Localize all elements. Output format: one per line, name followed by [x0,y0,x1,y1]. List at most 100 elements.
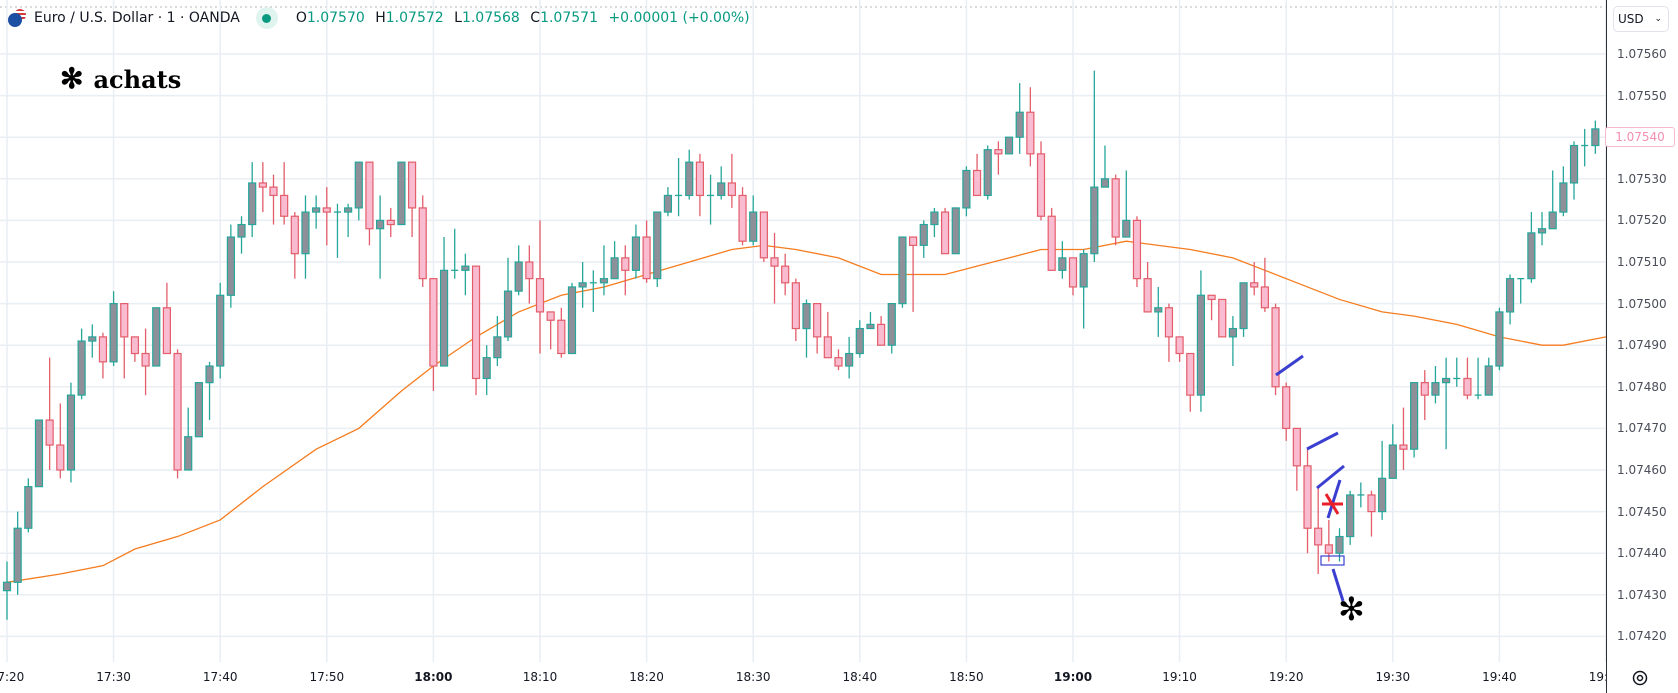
candle-body [940,211,950,255]
candle-body [1175,336,1184,355]
currency-label: USD [1618,12,1644,26]
drawing-rectangle[interactable] [1320,555,1345,566]
candle-down [994,141,1003,175]
candle-down [418,195,427,287]
price-tick-label: 1.07550 [1617,88,1667,103]
candle-body [610,257,619,280]
candle-up [1495,307,1504,371]
price-tick-label: 1.07450 [1617,504,1667,519]
candle-down [621,245,630,296]
time-axis[interactable]: 17:20 17:30 17:40 17:50 18:00 18:10 18:20 18:30… [0,662,1606,693]
price-tick-label: 1.07520 [1617,213,1667,228]
candle-up [1559,166,1568,217]
candle-up [749,195,758,246]
drawing-line[interactable] [1331,568,1345,602]
candle-body [386,219,395,226]
candle-body [823,336,832,359]
candle-up [226,224,235,308]
candle-body [418,207,427,280]
candle-down [322,187,331,246]
candle-body [1441,377,1451,384]
candle-down [1047,207,1056,271]
candle-body [194,382,203,438]
price-axis[interactable]: USD ⌄ 1.07560 1.07550 1.07530 1.07520 1.07510… [1605,0,1678,693]
price-tick-label: 1.07560 [1617,47,1667,61]
candle-body [631,236,641,271]
candle-up [2,561,12,620]
candle-body [24,486,33,529]
open-label: O [295,10,307,26]
candle-body [834,357,843,367]
candle-down [1068,257,1078,296]
drawing-line[interactable] [1275,354,1304,377]
candle-down [1218,298,1227,338]
candle-body [376,219,385,230]
candle-body [1004,136,1014,155]
user-drawings[interactable] [1275,354,1345,602]
candle-up [631,224,641,279]
candle-up [578,262,587,308]
candle-down [1367,490,1376,537]
settings-gear-icon[interactable] [1630,668,1650,688]
drawing-line[interactable] [1306,431,1339,451]
asterisk-icon: ✻ [60,62,84,95]
candle-down [1260,257,1269,312]
candle-up [354,161,363,221]
candle-body [429,278,438,367]
candle-body [1591,128,1600,147]
symbol-title[interactable]: Euro / U.S. Dollar · 1 · OANDA [34,10,240,26]
achats-annotation[interactable]: ✻ achats [60,62,181,95]
candle-up [1015,83,1024,154]
candle-down [877,316,886,346]
candle-up [439,237,449,367]
candle-down [1026,87,1035,167]
currency-selector[interactable]: USD ⌄ [1613,6,1669,32]
drawing-line[interactable] [1316,464,1345,490]
candle-body [727,182,736,197]
candle-up [194,382,203,438]
candle-up [675,158,683,217]
low-value: 1.07568 [461,10,520,26]
market-status-icon[interactable] [255,7,278,29]
candle-up [237,216,246,254]
candle-down [525,245,534,304]
candle-up [845,336,854,379]
candle-body [1196,294,1206,396]
candle-down [1303,449,1312,554]
candle-up [205,361,214,421]
candle-body [1495,311,1504,367]
candle-body [1378,477,1387,513]
change-value: +0.00001 (+0.00%) [608,10,750,26]
asterisk-annotation[interactable]: ✻ [1338,590,1365,628]
candle-down [1271,303,1280,396]
time-tick-label: 19:50 [1588,670,1606,684]
candle-up [951,207,960,255]
candle-body [642,236,651,280]
candle-down [141,328,150,396]
candle-down [269,174,278,225]
candle-up [919,220,928,258]
candle-body [56,444,65,471]
drawing-line[interactable] [1326,479,1342,519]
candle-body [557,319,566,355]
candle-body [621,257,630,271]
candle-body [269,186,278,197]
chart-plot-area[interactable] [0,0,1606,662]
candle-up [1090,70,1099,262]
candle-up [1537,212,1547,246]
eur-usd-flag-icon [8,9,26,27]
candle-down [908,236,918,312]
candle-up [1196,270,1206,412]
candle-body [13,527,22,583]
candle-down [386,207,395,238]
candle-body [184,436,193,471]
candle-body [1122,219,1131,238]
candle-body [1420,382,1429,396]
candlestick-chart[interactable] [0,0,1606,662]
candle-down [781,253,790,296]
candle-body [407,161,417,209]
candle-body [813,303,822,338]
price-tick-label: 1.07440 [1617,546,1667,561]
close-label: C [530,10,541,26]
red-cross-marker[interactable] [1324,493,1340,515]
